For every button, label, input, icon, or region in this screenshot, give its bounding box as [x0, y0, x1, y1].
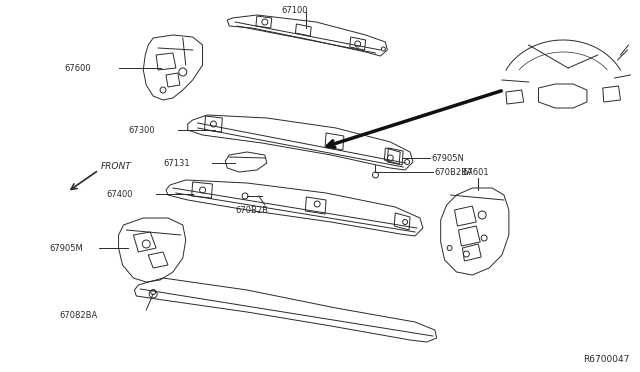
Text: 67400: 67400: [107, 189, 133, 199]
Text: 670B2BA: 670B2BA: [435, 167, 474, 176]
Text: 67300: 67300: [129, 125, 155, 135]
Text: 67600: 67600: [64, 64, 91, 73]
Text: 670B2B: 670B2B: [235, 205, 268, 215]
Text: 67905N: 67905N: [432, 154, 465, 163]
Text: 67905M: 67905M: [49, 244, 83, 253]
Text: 67100: 67100: [281, 6, 308, 15]
Text: 67131: 67131: [163, 158, 189, 167]
Text: R6700047: R6700047: [583, 356, 629, 365]
Text: 67601: 67601: [463, 167, 489, 176]
Text: FRONT: FRONT: [100, 161, 132, 170]
Text: 67082BA: 67082BA: [60, 311, 97, 321]
